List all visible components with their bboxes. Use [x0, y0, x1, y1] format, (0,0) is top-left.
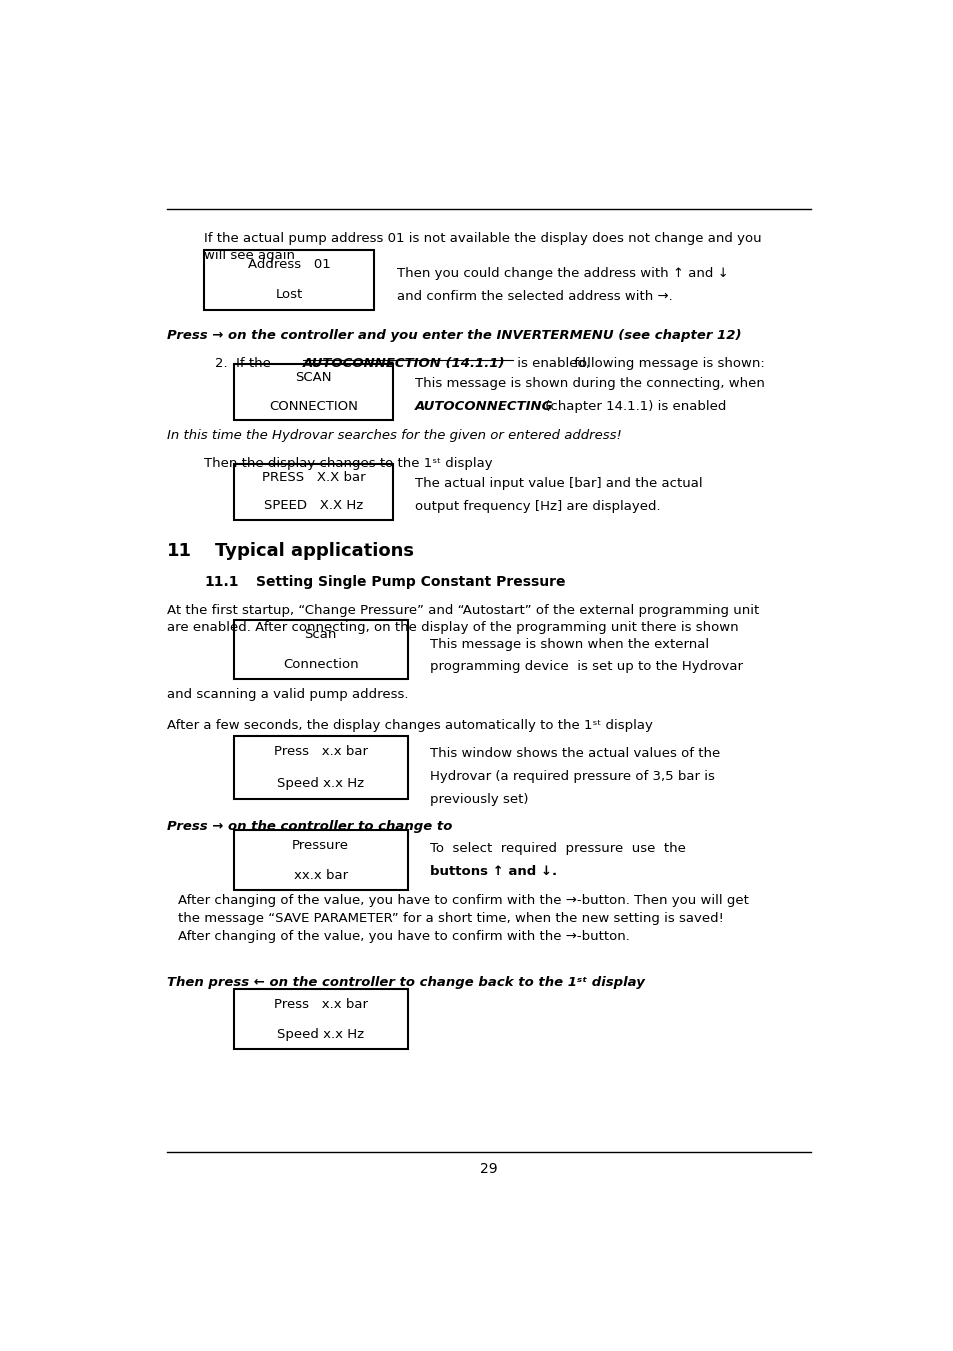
Text: (chapter 14.1.1) is enabled: (chapter 14.1.1) is enabled [540, 400, 725, 413]
Text: AUTOCONNECTING: AUTOCONNECTING [415, 400, 553, 413]
Text: following message is shown:: following message is shown: [570, 357, 764, 370]
Text: CONNECTION: CONNECTION [269, 400, 357, 412]
Text: Speed x.x Hz: Speed x.x Hz [277, 777, 364, 790]
Text: Then the display changes to the 1ˢᵗ display: Then the display changes to the 1ˢᵗ disp… [204, 457, 493, 470]
Text: SPEED   X.X Hz: SPEED X.X Hz [263, 500, 362, 512]
Text: output frequency [Hz] are displayed.: output frequency [Hz] are displayed. [415, 500, 659, 513]
Text: Press → on the controller and you enter the INVERTERMENU (see chapter 12): Press → on the controller and you enter … [167, 328, 741, 342]
Text: buttons ↑ and ↓.: buttons ↑ and ↓. [429, 866, 557, 878]
Bar [233, 736, 407, 798]
Text: Connection: Connection [283, 658, 358, 671]
Text: To  select  required  pressure  use  the: To select required pressure use the [429, 843, 685, 855]
Text: This message is shown when the external: This message is shown when the external [429, 638, 708, 651]
Text: Scan: Scan [304, 628, 336, 642]
Text: 11: 11 [167, 542, 193, 559]
Text: This window shows the actual values of the: This window shows the actual values of t… [429, 747, 720, 759]
Text: Speed x.x Hz: Speed x.x Hz [277, 1028, 364, 1040]
Text: In this time the Hydrovar searches for the given or entered address!: In this time the Hydrovar searches for t… [167, 430, 621, 443]
Text: and confirm the selected address with →.: and confirm the selected address with →. [396, 290, 672, 303]
Bar [204, 250, 374, 309]
Text: Pressure: Pressure [292, 839, 349, 851]
Bar [233, 363, 393, 420]
Text: At the first startup, “Change Pressure” and “Autostart” of the external programm: At the first startup, “Change Pressure” … [167, 604, 759, 634]
Text: Press   x.x bar: Press x.x bar [274, 998, 367, 1011]
Text: This message is shown during the connecting, when: This message is shown during the connect… [415, 377, 764, 390]
Bar [233, 989, 407, 1050]
Text: After a few seconds, the display changes automatically to the 1ˢᵗ display: After a few seconds, the display changes… [167, 719, 653, 732]
Text: Hydrovar (a required pressure of 3,5 bar is: Hydrovar (a required pressure of 3,5 bar… [429, 770, 714, 782]
Text: Press → on the controller to change to: Press → on the controller to change to [167, 820, 453, 832]
Text: If the actual pump address 01 is not available the display does not change and y: If the actual pump address 01 is not ava… [204, 232, 761, 262]
Text: is enabled,: is enabled, [513, 357, 590, 370]
Bar [233, 463, 393, 520]
Text: Press   x.x bar: Press x.x bar [274, 746, 367, 758]
Bar [233, 620, 407, 680]
Text: previously set): previously set) [429, 793, 528, 805]
Text: After changing of the value, you have to confirm with the →-button. Then you wil: After changing of the value, you have to… [178, 894, 748, 943]
Text: Lost: Lost [275, 288, 303, 301]
Text: 11.1: 11.1 [204, 576, 238, 589]
Text: 2.  If the: 2. If the [215, 357, 275, 370]
Text: 29: 29 [479, 1162, 497, 1177]
Text: Setting Single Pump Constant Pressure: Setting Single Pump Constant Pressure [255, 576, 565, 589]
Text: SCAN: SCAN [294, 372, 332, 385]
Text: Address   01: Address 01 [248, 258, 331, 272]
Text: AUTOCONNECTION (14.1.1): AUTOCONNECTION (14.1.1) [302, 357, 504, 370]
Text: programming device  is set up to the Hydrovar: programming device is set up to the Hydr… [429, 661, 742, 673]
Text: PRESS   X.X bar: PRESS X.X bar [261, 471, 365, 485]
Text: xx.x bar: xx.x bar [294, 869, 348, 882]
Text: Typical applications: Typical applications [215, 542, 414, 559]
Bar [233, 830, 407, 890]
Text: and scanning a valid pump address.: and scanning a valid pump address. [167, 689, 409, 701]
Text: Then you could change the address with ↑ and ↓: Then you could change the address with ↑… [396, 267, 727, 280]
Text: The actual input value [bar] and the actual: The actual input value [bar] and the act… [415, 477, 701, 490]
Text: Then press ← on the controller to change back to the 1ˢᵗ display: Then press ← on the controller to change… [167, 975, 644, 989]
